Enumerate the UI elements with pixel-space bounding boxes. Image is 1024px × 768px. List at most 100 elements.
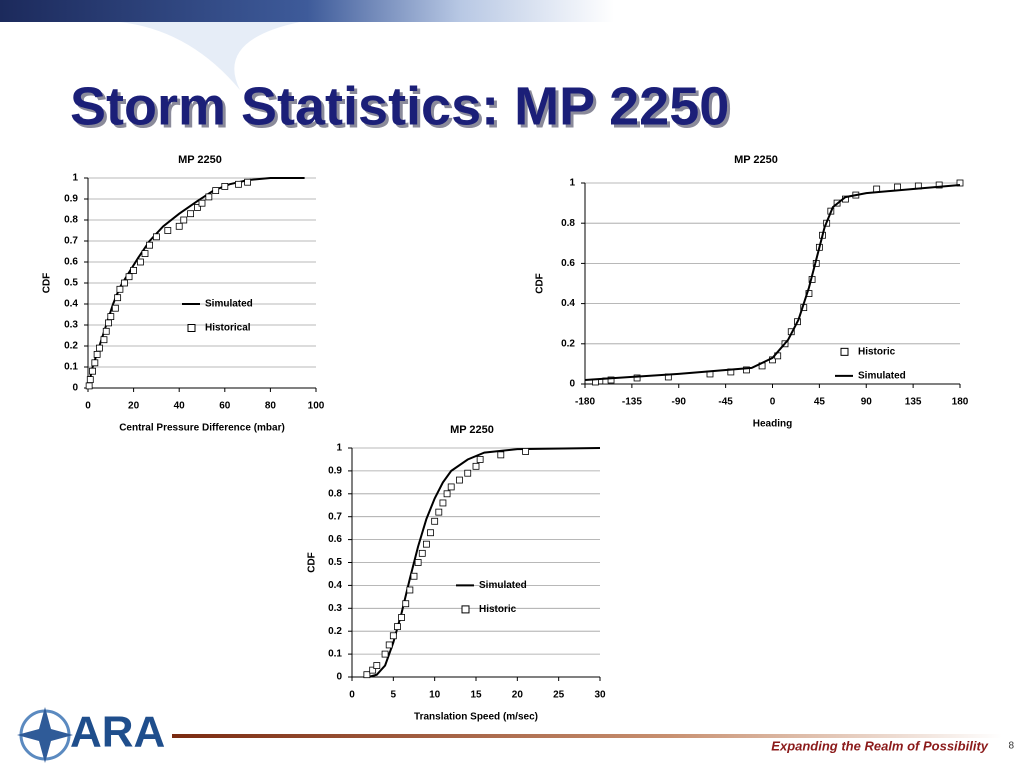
data-point	[894, 183, 901, 191]
series-line	[584, 184, 961, 381]
y-tick-label: 0.8	[64, 215, 78, 226]
y-tick-label: 1	[569, 178, 575, 189]
x-tick-label: -180	[575, 397, 595, 408]
x-tick-label: 135	[905, 397, 922, 408]
data-point	[205, 193, 213, 201]
footer-line	[172, 734, 1002, 738]
x-tick-label: 180	[952, 397, 969, 408]
data-point	[100, 336, 108, 344]
x-tick-label: 5	[391, 690, 397, 701]
logo: ARA	[17, 707, 165, 763]
x-tick-label: -90	[672, 397, 687, 408]
legend-swatch	[461, 605, 470, 614]
legend-label: Historic	[858, 346, 896, 357]
y-tick-label: 0.6	[64, 257, 78, 268]
data-point	[456, 476, 463, 484]
y-tick-label: 0.6	[561, 258, 575, 269]
x-axis-label: Translation Speed (m/sec)	[414, 712, 538, 723]
data-point	[385, 641, 393, 649]
banner-swoosh	[120, 22, 300, 90]
y-tick-label: 0.8	[561, 218, 575, 229]
chart: MP 2250 Heading CDF 0 0.2 0.4 0.6 0.8 1 -180 -135 -…	[535, 154, 969, 430]
data-point	[607, 376, 615, 384]
x-tick-label: 40	[174, 401, 186, 412]
data-point	[105, 319, 112, 327]
data-point	[146, 241, 153, 249]
y-tick-label: 1	[72, 173, 78, 184]
legend-swatch	[187, 324, 196, 332]
y-tick-label: 0.1	[328, 649, 342, 660]
y-tick-label: 0.7	[328, 511, 342, 522]
data-point	[137, 258, 144, 266]
data-point	[125, 273, 133, 281]
data-point	[96, 344, 103, 352]
data-point	[194, 203, 201, 211]
data-point	[89, 367, 96, 375]
y-tick-label: 0.4	[561, 298, 575, 309]
chart: MP 2250 Central Pressure Difference (mbar…	[42, 154, 325, 434]
x-tick-label: 30	[594, 690, 606, 701]
legend-label: Simulated	[858, 370, 906, 381]
top-banner	[0, 0, 1024, 22]
data-point	[373, 662, 381, 669]
logo-star	[17, 707, 73, 763]
data-point	[116, 285, 124, 293]
data-point	[497, 451, 505, 459]
y-tick-label: 0.4	[328, 580, 342, 591]
y-axis-label: CDF	[535, 273, 546, 294]
data-point	[244, 178, 252, 186]
data-point	[418, 549, 426, 557]
data-point	[212, 187, 220, 195]
y-tick-label: 0.8	[328, 488, 342, 499]
data-point	[422, 540, 430, 548]
legend-label: Simulated	[205, 299, 253, 310]
x-axis-label: Central Pressure Difference (mbar)	[119, 423, 285, 434]
data-point	[402, 600, 410, 608]
y-axis-label: CDF	[42, 273, 53, 294]
y-tick-label: 0.5	[328, 557, 342, 568]
y-tick-label: 0.6	[328, 534, 342, 545]
data-point	[235, 180, 242, 188]
data-point	[130, 266, 138, 274]
y-tick-label: 0.1	[64, 362, 78, 373]
y-tick-label: 0.5	[64, 278, 78, 289]
data-point	[410, 572, 418, 580]
x-tick-label: 60	[219, 401, 231, 412]
data-point	[221, 182, 229, 190]
data-point	[121, 279, 128, 287]
data-point	[187, 210, 195, 218]
slide-title-shadow: Storm Statistics: MP 2250	[73, 79, 732, 139]
y-tick-label: 0.3	[328, 603, 342, 614]
x-tick-label: 20	[128, 401, 140, 412]
x-axis-label: Heading	[753, 419, 792, 430]
legend-swatch	[840, 347, 849, 356]
data-point	[447, 483, 455, 491]
x-tick-label: 45	[814, 397, 826, 408]
data-point	[935, 181, 943, 189]
y-tick-label: 0	[569, 379, 575, 390]
data-point	[111, 304, 119, 312]
legend-label: Simulated	[479, 580, 527, 591]
data-point	[369, 666, 377, 674]
x-tick-label: 90	[861, 397, 873, 408]
data-point	[141, 250, 149, 258]
data-point	[443, 490, 451, 498]
data-point	[476, 456, 484, 463]
data-point	[431, 517, 439, 525]
logo-text: ARA	[70, 708, 165, 757]
data-point	[114, 294, 122, 302]
data-point	[743, 366, 750, 374]
y-tick-label: 0.9	[328, 466, 342, 477]
data-point	[86, 376, 94, 384]
x-tick-label: 0	[349, 690, 355, 701]
data-point	[93, 350, 101, 358]
x-tick-label: 0	[85, 401, 91, 412]
data-point	[85, 382, 93, 390]
data-point	[102, 327, 110, 335]
x-tick-label: 20	[512, 690, 524, 701]
data-point	[389, 632, 397, 640]
y-tick-label: 1	[336, 443, 342, 454]
chart-title: MP 2250	[734, 154, 778, 166]
